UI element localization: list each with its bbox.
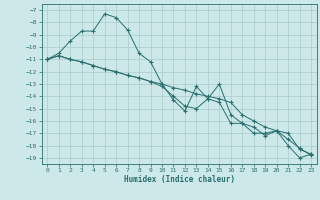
X-axis label: Humidex (Indice chaleur): Humidex (Indice chaleur)	[124, 175, 235, 184]
